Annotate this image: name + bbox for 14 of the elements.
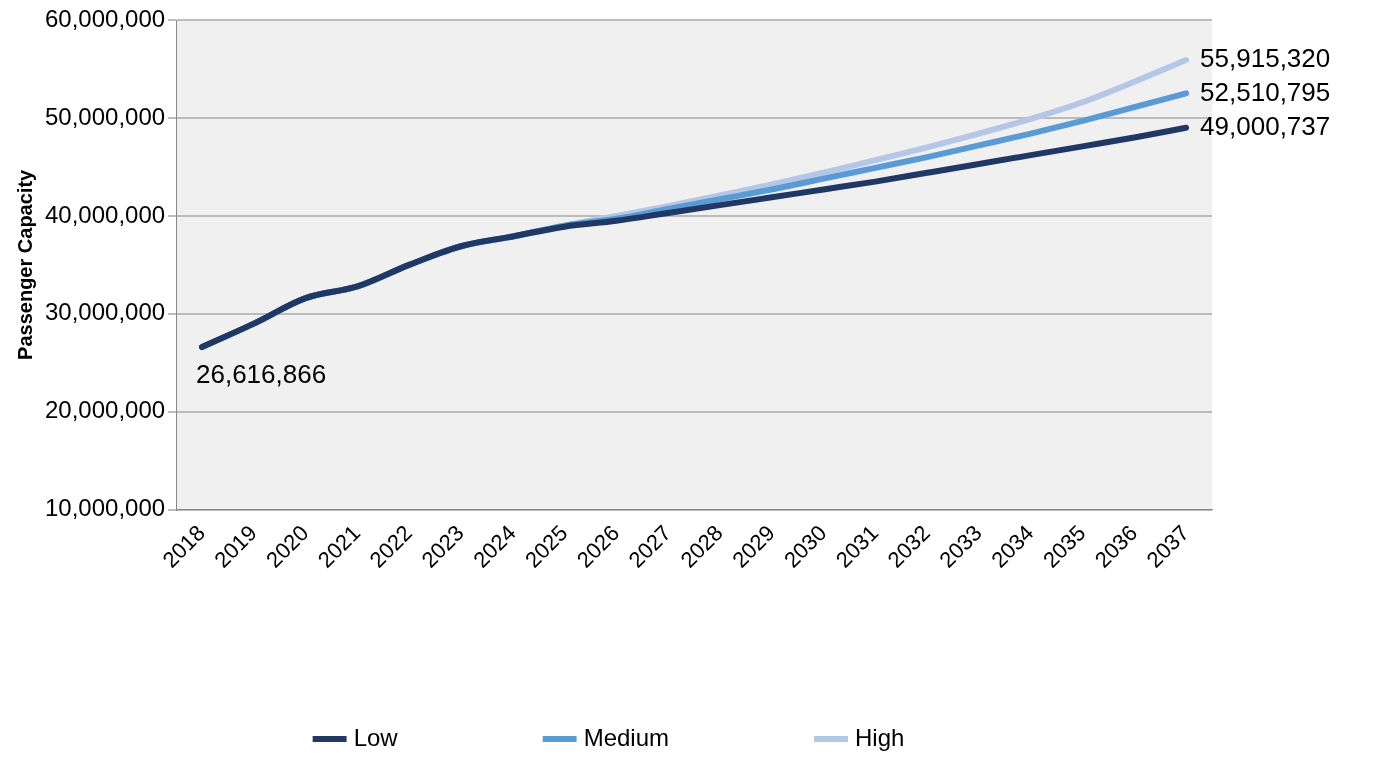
y-tick-label: 30,000,000: [44, 298, 166, 326]
legend-label: Low: [353, 723, 399, 751]
y-tick-label: 40,000,000: [44, 200, 166, 228]
y-tick-label: 20,000,000: [44, 396, 166, 424]
data-label: 26,616,866: [196, 359, 327, 390]
legend-label: High: [855, 723, 905, 751]
y-tick-label: 50,000,000: [44, 102, 166, 130]
y-tick-label: 10,000,000: [44, 494, 166, 522]
data-label: 49,000,737: [1200, 110, 1331, 141]
data-label: 55,915,320: [1200, 43, 1331, 74]
y-axis-title: Passenger Capacity: [13, 168, 36, 360]
data-label: 52,510,795: [1200, 76, 1331, 107]
y-tick-label: 60,000,000: [44, 4, 166, 32]
legend-label: Medium: [583, 723, 670, 751]
